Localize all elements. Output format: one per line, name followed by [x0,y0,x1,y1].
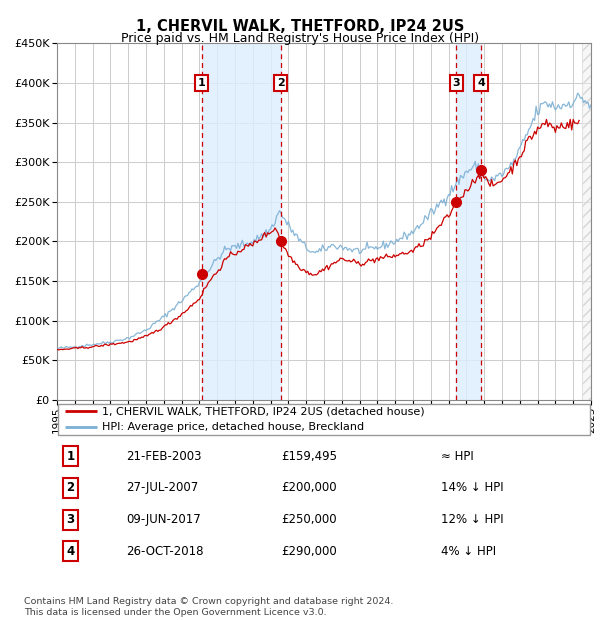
Bar [582,43,591,400]
Text: 1: 1 [198,78,206,88]
FancyBboxPatch shape [58,404,590,435]
Text: 12% ↓ HPI: 12% ↓ HPI [442,513,504,526]
Text: £250,000: £250,000 [281,513,337,526]
Text: £290,000: £290,000 [281,545,337,558]
Text: 4% ↓ HPI: 4% ↓ HPI [442,545,497,558]
Text: £159,495: £159,495 [281,450,337,463]
Bar [457,43,481,400]
Bar [582,43,591,400]
Text: 4: 4 [477,78,485,88]
Text: 27-JUL-2007: 27-JUL-2007 [127,481,199,494]
Text: 1: 1 [66,450,74,463]
Text: HPI: Average price, detached house, Breckland: HPI: Average price, detached house, Brec… [103,422,365,432]
Text: £200,000: £200,000 [281,481,337,494]
Text: 09-JUN-2017: 09-JUN-2017 [127,513,201,526]
Text: 2: 2 [277,78,284,88]
Text: 26-OCT-2018: 26-OCT-2018 [127,545,204,558]
Bar [202,43,281,400]
Text: Contains HM Land Registry data © Crown copyright and database right 2024.
This d: Contains HM Land Registry data © Crown c… [24,598,394,617]
Text: 1, CHERVIL WALK, THETFORD, IP24 2US: 1, CHERVIL WALK, THETFORD, IP24 2US [136,19,464,33]
Text: 3: 3 [66,513,74,526]
Text: 4: 4 [66,545,74,558]
Text: 1, CHERVIL WALK, THETFORD, IP24 2US (detached house): 1, CHERVIL WALK, THETFORD, IP24 2US (det… [103,406,425,417]
Text: 21-FEB-2003: 21-FEB-2003 [127,450,202,463]
Text: 2: 2 [66,481,74,494]
Text: ≈ HPI: ≈ HPI [442,450,474,463]
Text: Price paid vs. HM Land Registry's House Price Index (HPI): Price paid vs. HM Land Registry's House … [121,32,479,45]
Text: 3: 3 [452,78,460,88]
Text: 14% ↓ HPI: 14% ↓ HPI [442,481,504,494]
